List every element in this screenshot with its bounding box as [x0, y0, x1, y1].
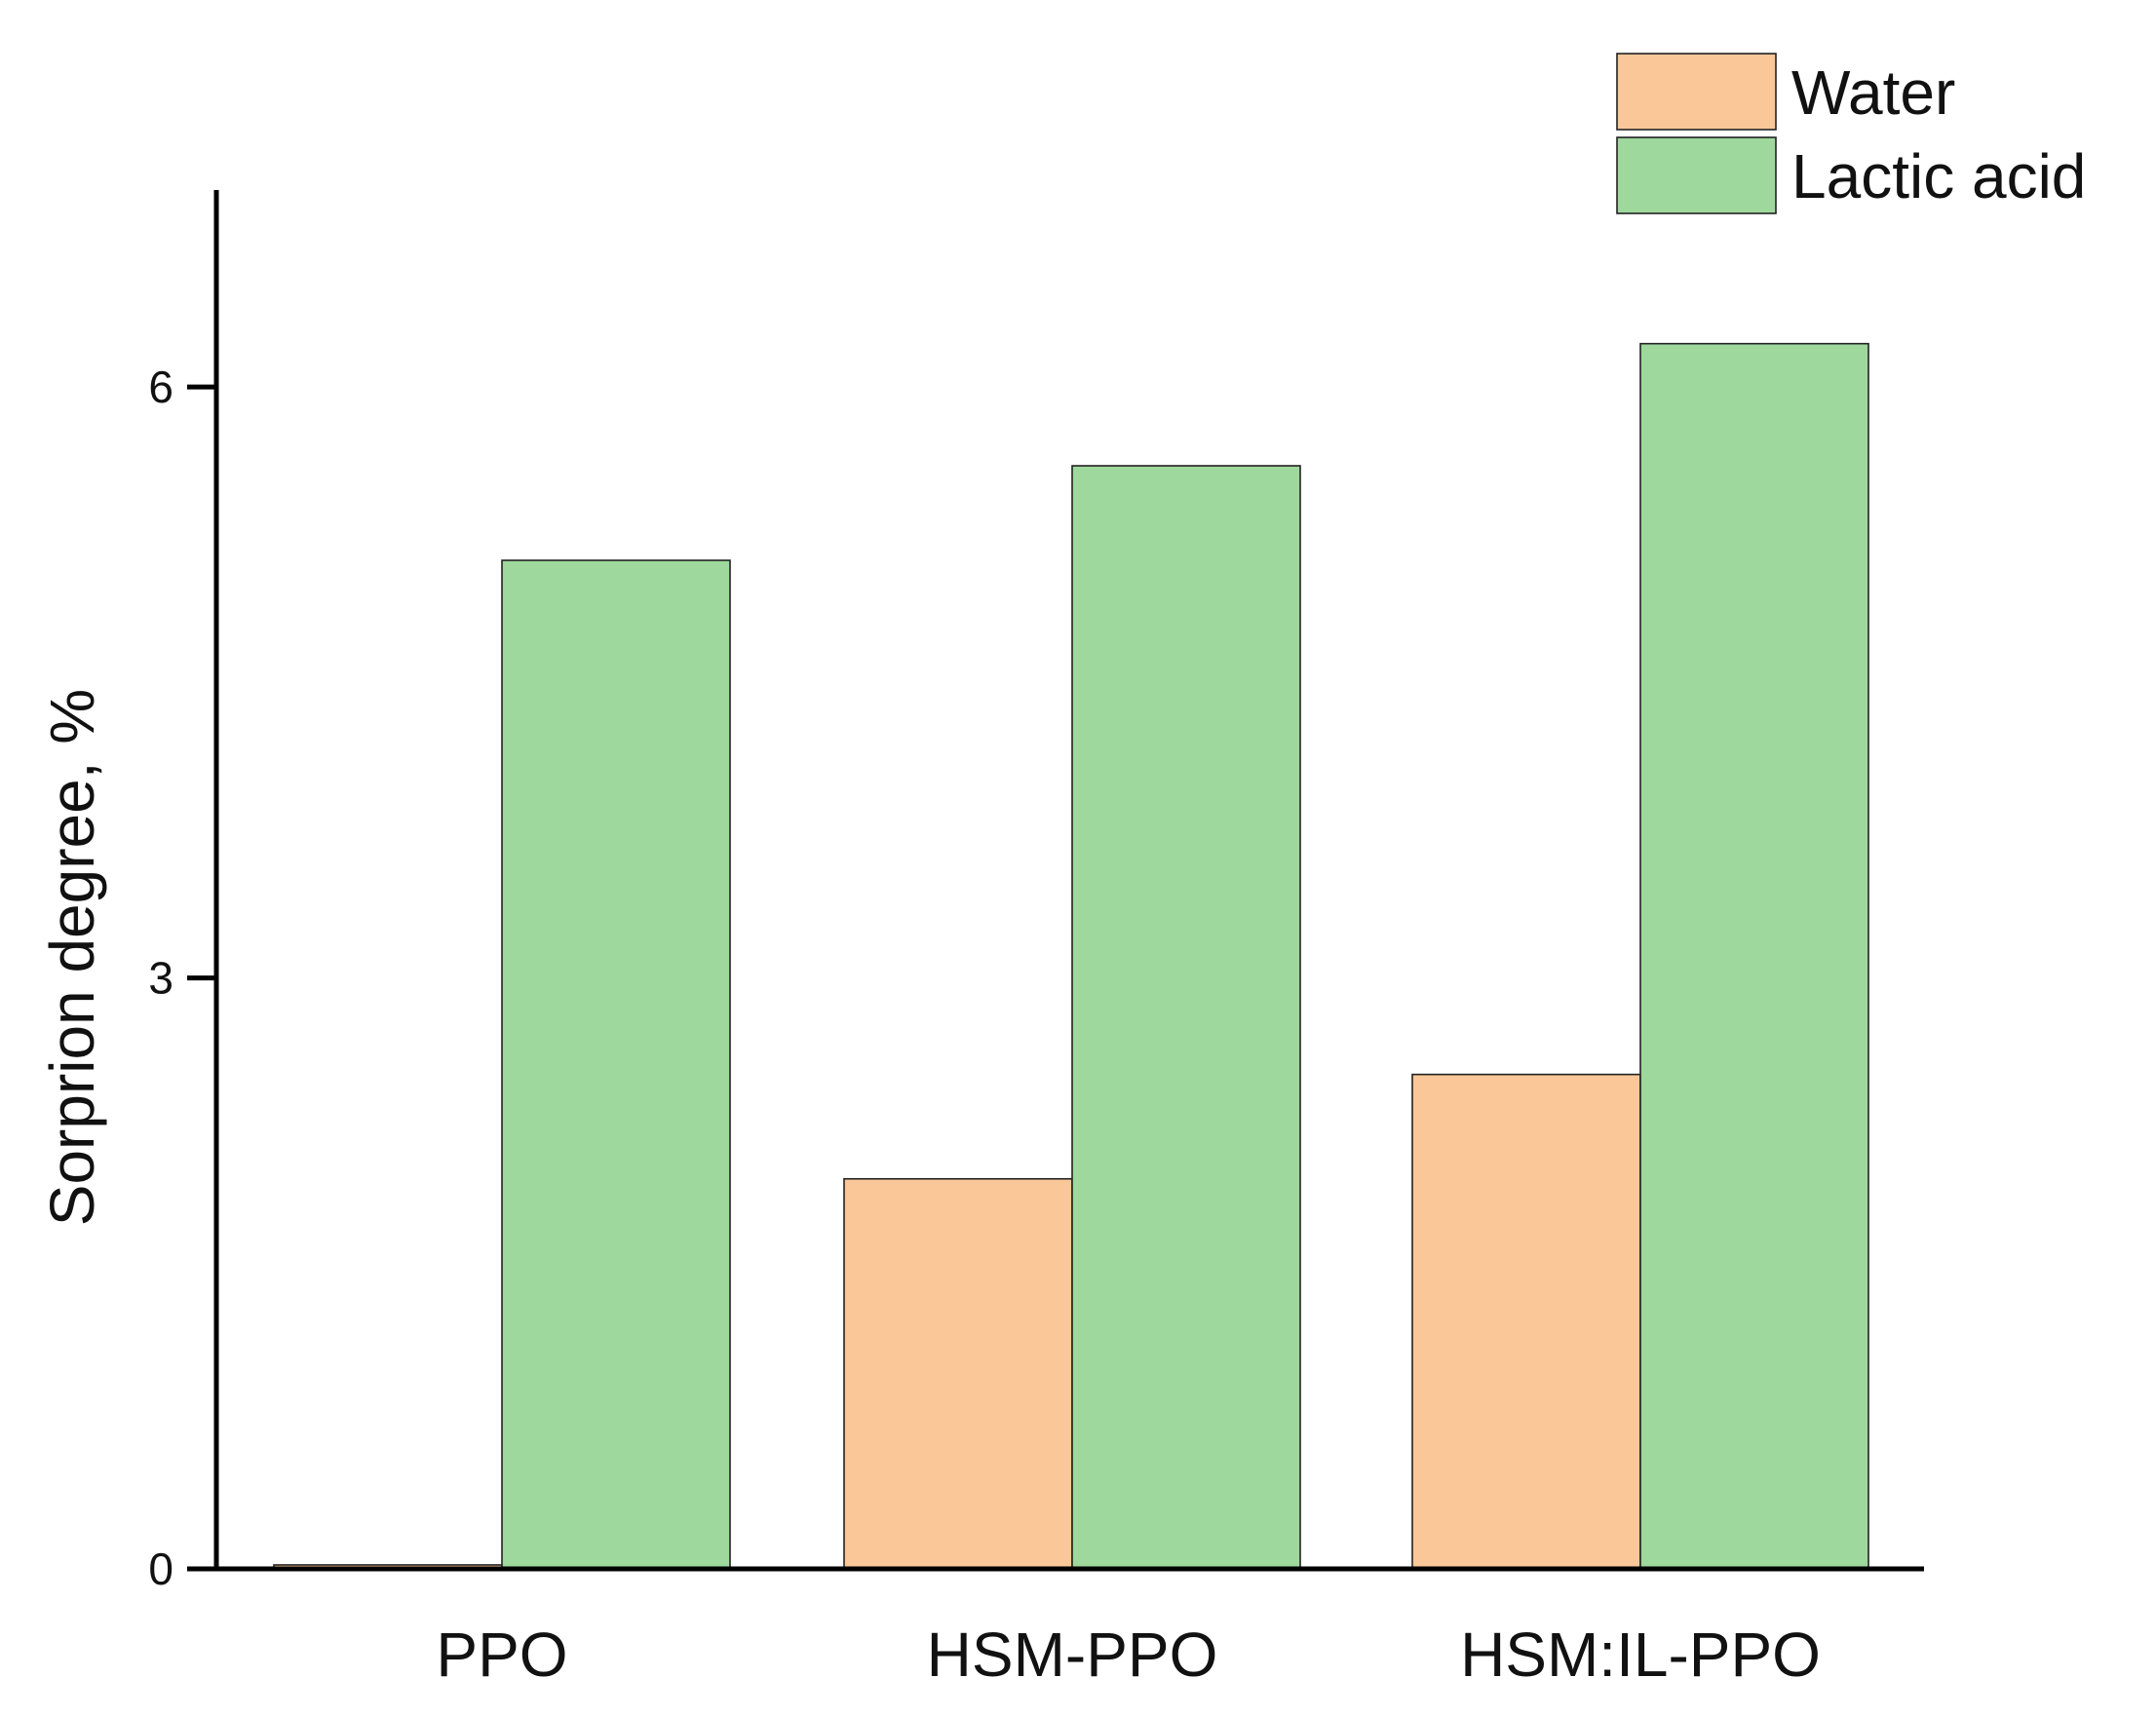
legend-label-lactic-acid: Lactic acid	[1791, 141, 2086, 211]
y-ticks: 0 3 6	[148, 362, 216, 1594]
x-category-label: HSM-PPO	[927, 1620, 1218, 1690]
bar-water-hsm-il-ppo	[1411, 1073, 1641, 1570]
legend: Water Lactic acid	[1616, 53, 2086, 214]
bar-lactic-acid-hsm-ppo	[1071, 465, 1301, 1570]
x-category-label: HSM:IL-PPO	[1460, 1620, 1821, 1690]
x-category-label: PPO	[436, 1620, 567, 1690]
bars-layer	[273, 342, 1869, 1570]
bar-water-hsm-ppo	[843, 1177, 1073, 1570]
x-category-labels: PPO HSM-PPO HSM:IL-PPO	[436, 1620, 1821, 1690]
y-tick-label: 6	[148, 362, 173, 412]
axes-layer	[213, 190, 1924, 1572]
y-tick-label: 0	[148, 1544, 173, 1594]
legend-label-water: Water	[1791, 57, 1955, 128]
y-axis-title: Sorprion degree, %	[37, 689, 107, 1226]
y-tick-label: 3	[148, 953, 173, 1004]
legend-swatch-water	[1616, 53, 1777, 131]
legend-swatch-lactic-acid	[1616, 136, 1777, 214]
bar-lactic-acid-hsm-il-ppo	[1639, 342, 1869, 1570]
bar-lactic-acid-ppo	[501, 559, 731, 1570]
